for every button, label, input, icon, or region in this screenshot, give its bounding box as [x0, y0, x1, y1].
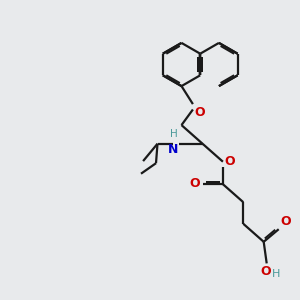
Text: O: O	[280, 215, 291, 228]
Text: O: O	[194, 106, 205, 118]
Text: H: H	[272, 269, 281, 279]
Text: O: O	[260, 265, 271, 278]
Text: N: N	[167, 143, 178, 156]
Text: H: H	[170, 129, 178, 139]
Text: O: O	[225, 154, 235, 168]
Text: O: O	[190, 177, 200, 190]
